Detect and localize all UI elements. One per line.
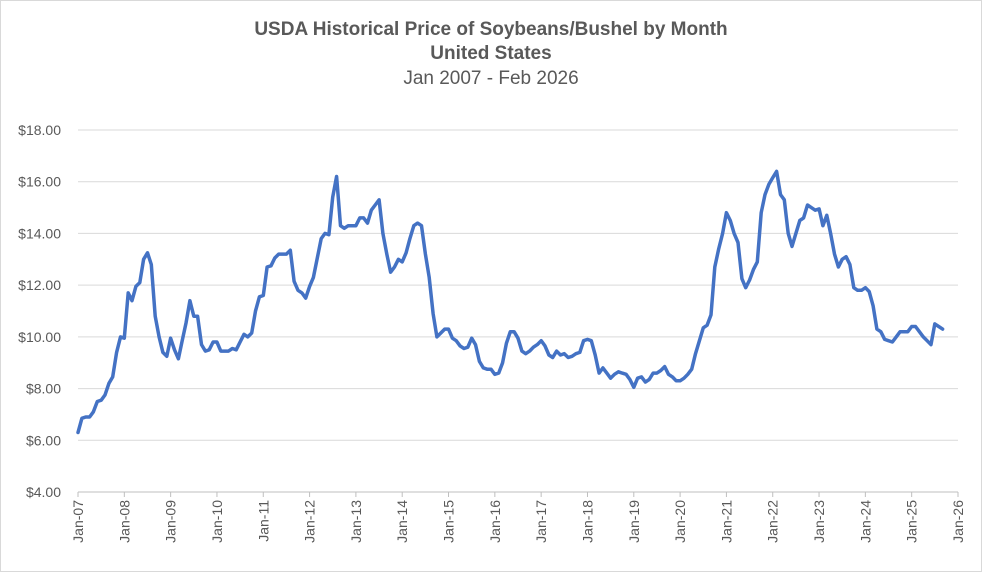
series-group: [76, 169, 945, 435]
x-axis: [77, 491, 959, 497]
chart-title: USDA Historical Price of Soybeans/Bushel…: [254, 19, 728, 40]
y-axis-tick-labels: $4.00 $6.00 $8.00 $10.00 $12.00 $14.00 $16.00 $…: [18, 122, 61, 500]
soybean-price-line: [76, 169, 945, 435]
x-tick-label: Jan-25: [904, 500, 920, 543]
y-tick-label: $16.00: [18, 174, 61, 190]
y-tick-label: $10.00: [18, 329, 61, 345]
x-tick-label: Jan-24: [857, 500, 873, 543]
x-tick-label: Jan-07: [70, 500, 86, 543]
x-tick-label: Jan-09: [163, 500, 179, 543]
x-tick-label: Jan-20: [672, 500, 688, 543]
x-tick-label: Jan-23: [811, 500, 827, 543]
gridlines: [78, 129, 958, 493]
x-tick-label: Jan-11: [255, 500, 271, 542]
chart-subtitle: United States: [430, 43, 552, 64]
x-tick-label: Jan-26: [950, 500, 966, 543]
x-tick-label: Jan-08: [116, 500, 132, 543]
x-tick-label: Jan-14: [394, 500, 410, 543]
y-tick-label: $6.00: [26, 432, 61, 448]
x-tick-label: Jan-10: [209, 500, 225, 543]
x-tick-label: Jan-22: [765, 500, 781, 543]
chart-date-range: Jan 2007 - Feb 2026: [403, 68, 579, 89]
x-tick-label: Jan-18: [579, 500, 595, 543]
x-tick-label: Jan-16: [487, 500, 503, 543]
y-tick-label: $18.00: [18, 122, 61, 138]
x-tick-label: Jan-19: [626, 500, 642, 543]
x-tick-label: Jan-15: [441, 500, 457, 543]
x-tick-label: Jan-13: [348, 500, 364, 543]
x-tick-label: Jan-12: [302, 500, 318, 543]
y-tick-label: $14.00: [18, 225, 61, 241]
y-tick-label: $8.00: [26, 381, 61, 397]
y-tick-label: $12.00: [18, 277, 61, 293]
x-tick-label: Jan-17: [533, 500, 549, 543]
y-tick-label: $4.00: [26, 484, 61, 500]
x-tick-label: Jan-21: [718, 500, 734, 543]
chart-titles: USDA Historical Price of Soybeans/Bushel…: [0, 18, 982, 91]
x-axis-tick-labels: Jan-07 Jan-08 Jan-09 Jan-10 Jan-11 Jan-12 Jan-…: [70, 500, 966, 543]
